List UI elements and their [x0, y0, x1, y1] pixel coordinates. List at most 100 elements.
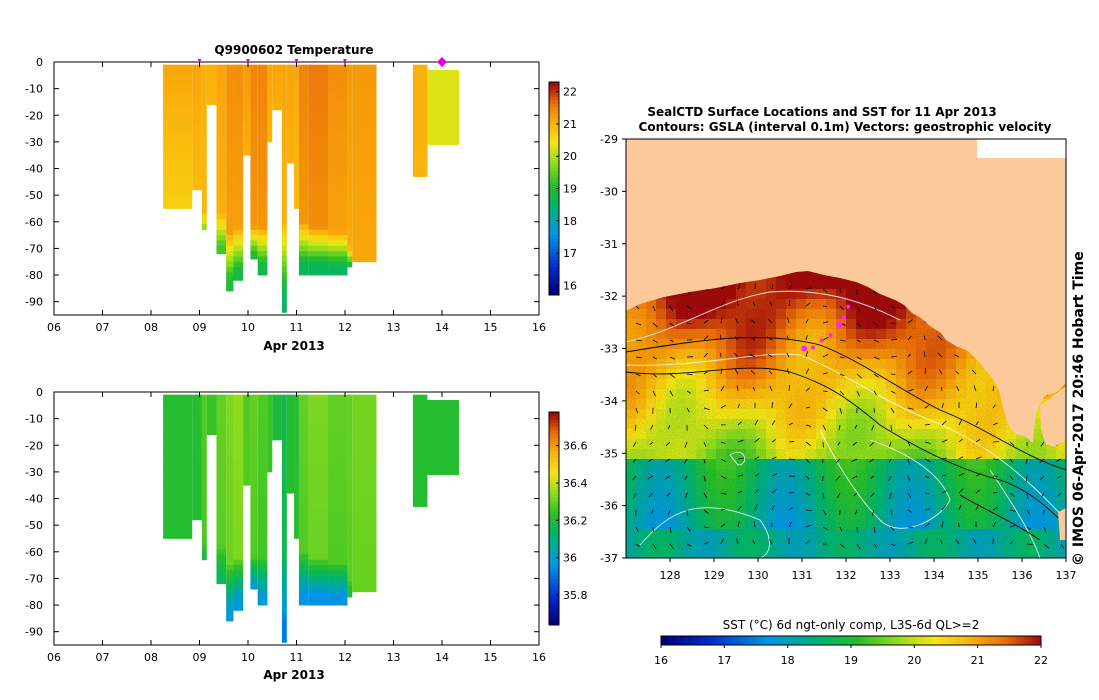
profile-cell — [352, 447, 377, 454]
profile-cell — [352, 171, 377, 177]
profile-cell — [233, 107, 244, 113]
profile-cell — [308, 144, 329, 151]
map-subtitle: Contours: GSLA (interval 0.1m) Vectors: … — [639, 120, 1052, 134]
profile-cell — [192, 96, 202, 103]
profile-cell — [250, 85, 258, 92]
profile-cell — [281, 240, 287, 247]
profile-cell — [328, 272, 348, 276]
profile-cell — [427, 458, 459, 465]
profile-cell — [163, 394, 193, 401]
profile-cell — [163, 101, 193, 108]
profile-cell — [347, 208, 353, 215]
velocity-vector — [924, 385, 928, 392]
profile-cell — [233, 197, 244, 204]
sst-colorbar-segment — [740, 636, 744, 645]
colorbar-segment — [549, 117, 559, 122]
velocity-vector — [771, 439, 776, 443]
profile-cell — [257, 64, 268, 71]
profile-cell — [294, 176, 299, 183]
profile-cell — [233, 458, 244, 465]
velocity-vector — [769, 539, 773, 545]
profile-cell — [250, 123, 258, 129]
profile-cell — [298, 251, 309, 257]
velocity-vector — [754, 473, 760, 477]
kangaroo-island-land — [1040, 386, 1066, 447]
profile-cell — [250, 447, 258, 454]
sst-colorbar: 16 17 18 19 20 21 22 — [654, 635, 1048, 667]
profile-cell — [412, 458, 428, 465]
profile-cell — [233, 506, 244, 513]
profile-cell — [233, 399, 244, 406]
profile-cell — [216, 171, 227, 177]
profile-cell — [250, 144, 258, 151]
sst-colorbar-segment — [768, 636, 773, 645]
profile-cell — [226, 288, 234, 292]
profile-cell — [286, 123, 295, 129]
profile-cell — [250, 155, 258, 161]
sst-colorbar-segment — [901, 636, 906, 645]
profile-cell — [298, 591, 309, 598]
profile-cell — [216, 128, 227, 135]
velocity-vector — [686, 509, 689, 516]
profile-cell — [250, 203, 258, 209]
profile-cell — [226, 453, 234, 459]
map-area — [626, 139, 1066, 558]
velocity-vector — [954, 354, 960, 358]
profile-cell — [226, 394, 234, 401]
profile-cell — [294, 181, 299, 188]
profile-cell — [412, 64, 428, 71]
profile-cell — [352, 527, 377, 534]
profile-cell — [226, 107, 234, 113]
profile-cell — [257, 586, 268, 593]
profile-cell — [308, 69, 329, 76]
sst-colorbar-segment — [1018, 636, 1023, 645]
profile-cell — [201, 155, 207, 161]
velocity-vector — [652, 390, 656, 397]
velocity-vector — [836, 458, 841, 464]
profile-cell — [216, 251, 227, 255]
profile-cell — [347, 506, 353, 513]
profile-cell — [226, 112, 234, 119]
profile-5 — [226, 64, 234, 292]
profile-cell — [233, 415, 244, 422]
velocity-vector — [648, 458, 654, 462]
velocity-vector — [736, 300, 739, 307]
x-tick-label: 16 — [532, 651, 546, 664]
profile-cell — [328, 394, 348, 401]
velocity-vector — [975, 456, 982, 460]
profile-cell — [328, 128, 348, 135]
velocity-vector — [975, 489, 981, 494]
profile-cell — [216, 495, 227, 502]
profile-cell — [243, 133, 251, 140]
imos-side-label: © IMOS 06-Apr-2017 20:46 Hobart Time — [1071, 251, 1087, 566]
profile-cell — [250, 549, 258, 555]
sst-colorbar-segment — [895, 636, 899, 645]
profile-cell — [298, 405, 309, 412]
profile-cell — [347, 495, 353, 502]
profile-cell — [226, 251, 234, 257]
sst-colorbar-segment — [1015, 636, 1020, 645]
profile-cell — [192, 139, 202, 145]
sst-colorbar-segment — [699, 636, 703, 645]
profile-cell — [250, 133, 258, 140]
velocity-vector — [769, 301, 773, 307]
profile-cell — [243, 405, 251, 412]
velocity-vector — [941, 505, 947, 511]
colorbar-segment — [549, 468, 559, 473]
profile-cell — [250, 479, 258, 486]
profile-cell — [201, 538, 207, 545]
profile-cell — [226, 165, 234, 172]
profile-cell — [257, 96, 268, 103]
profile-cell — [412, 165, 428, 172]
profile-cell — [250, 192, 258, 199]
profile-cell — [163, 128, 193, 135]
map-x-tick-label: 136 — [1012, 569, 1033, 582]
profile-cell — [281, 261, 287, 268]
profile-cell — [226, 554, 234, 561]
velocity-vector — [669, 390, 674, 397]
colorbar-segment — [549, 433, 559, 438]
profile-cell — [352, 96, 377, 103]
sst-colorbar-segment — [920, 636, 925, 645]
velocity-vector — [805, 441, 811, 446]
velocity-vector — [664, 458, 671, 463]
